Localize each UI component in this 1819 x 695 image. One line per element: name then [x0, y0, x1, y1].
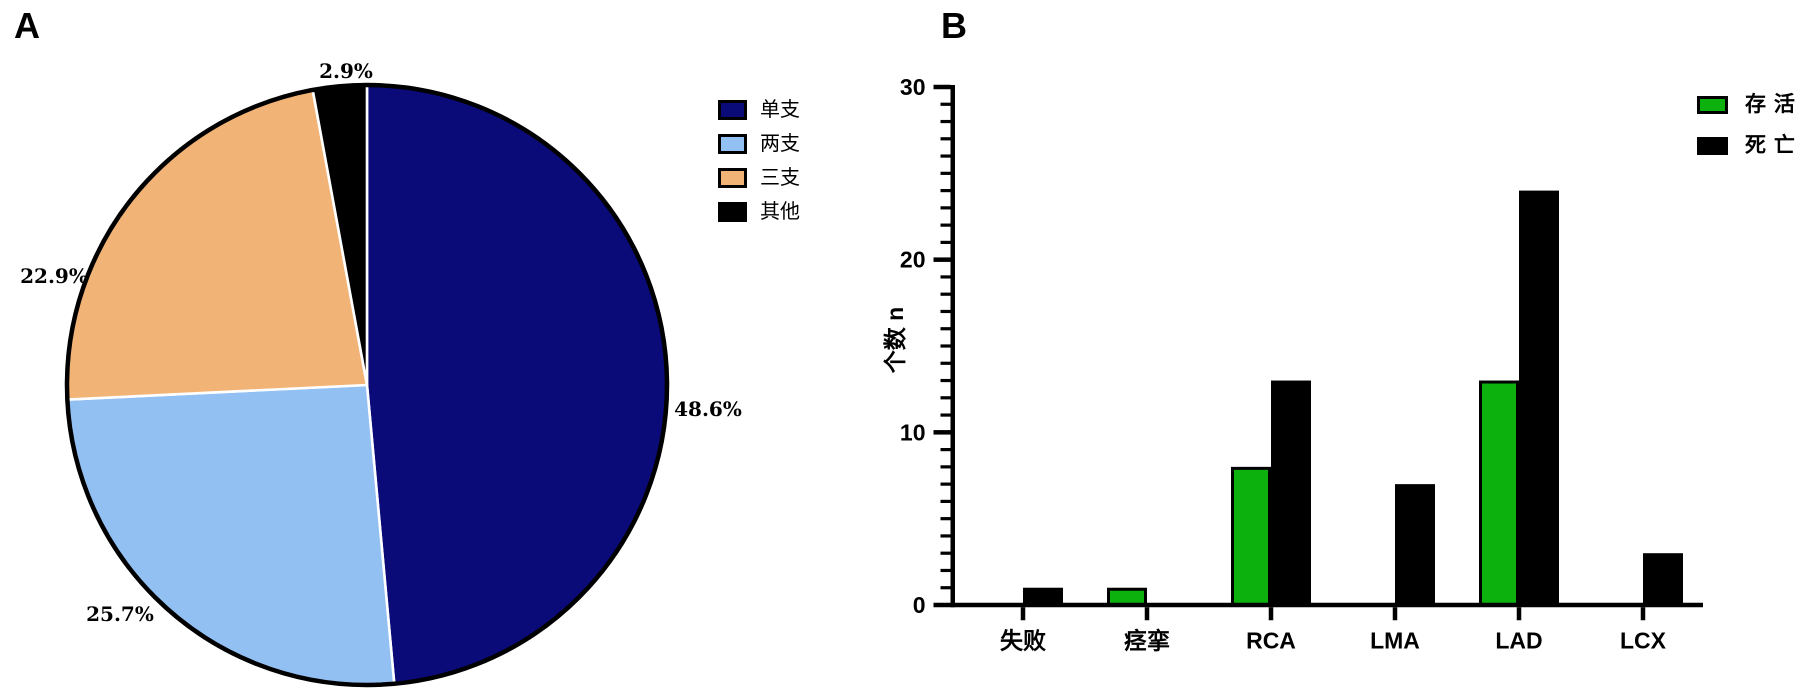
y-minor-tick [940, 448, 951, 452]
pie-legend-swatch-2 [718, 168, 747, 188]
pie-legend-item-1: 两支 [718, 134, 800, 154]
y-minor-tick [940, 482, 951, 486]
y-tick-label-20: 20 [900, 247, 926, 273]
pie-value-label-0: 48.6% [674, 397, 742, 421]
y-minor-tick [940, 344, 951, 348]
y-minor-tick [940, 568, 951, 573]
y-tick-label-30: 30 [900, 74, 926, 100]
pie-legend-label-3: 其他 [760, 201, 800, 223]
pie-legend-swatch-3 [718, 202, 747, 222]
y-axis-line [950, 85, 955, 608]
pie-legend-item-3: 其他 [718, 202, 800, 222]
bar-legend-label-1: 死 亡 [1745, 134, 1796, 157]
bar-legend: 存 活死 亡 [1697, 94, 1796, 156]
x-tick-失败 [1020, 607, 1026, 621]
y-minor-tick [940, 586, 951, 590]
bar-legend-swatch-0 [1697, 95, 1728, 114]
y-minor-tick [940, 137, 951, 141]
bar-LAD-series0 [1479, 380, 1519, 607]
bar-legend-swatch-1 [1697, 136, 1728, 155]
x-tick-LCX [1640, 607, 1646, 621]
bar-LAD-series1 [1519, 190, 1559, 607]
y-minor-tick [940, 534, 951, 538]
pie-legend-label-2: 三支 [760, 167, 800, 189]
y-major-tick-10 [933, 430, 951, 435]
x-tick-label-LAD: LAD [1495, 627, 1542, 653]
bar-chart: 0 10 20 30 失败 痉挛 RCA LMA LAD LCX 个数 n [882, 74, 1703, 653]
x-tick-label-RCA: RCA [1246, 627, 1296, 653]
y-minor-tick [940, 206, 951, 210]
bar-RCA-series1 [1271, 380, 1311, 607]
pie-value-label-2: 22.9% [20, 264, 88, 288]
y-minor-tick [940, 119, 951, 124]
y-minor-tick [940, 292, 951, 296]
y-minor-tick [940, 361, 951, 365]
x-tick-LMA [1392, 607, 1398, 621]
bar-失败-series1 [1023, 587, 1063, 607]
y-minor-tick [940, 327, 951, 331]
x-tick-label-痉挛: 痉挛 [1124, 627, 1170, 653]
y-minor-tick [940, 396, 951, 400]
x-tick-LAD [1516, 607, 1522, 621]
pie-legend-swatch-0 [718, 100, 747, 120]
bar-LMA-series1 [1395, 484, 1435, 607]
pie-legend-label-1: 两支 [760, 133, 800, 155]
pie-slice-1 [66, 383, 396, 687]
x-tick-RCA [1268, 607, 1274, 621]
y-minor-tick [940, 465, 951, 469]
y-minor-tick [940, 223, 951, 227]
panel-a-letter: A [14, 5, 40, 46]
y-minor-tick [940, 378, 951, 383]
pie-legend-swatch-1 [718, 134, 747, 154]
y-minor-tick [940, 102, 951, 106]
panel-b-letter: B [941, 5, 967, 46]
x-tick-label-失败: 失败 [1000, 627, 1046, 653]
pie-slice-0 [365, 83, 669, 686]
y-axis-title: 个数 n [882, 307, 908, 373]
x-tick-痉挛 [1144, 607, 1150, 621]
y-minor-tick [940, 499, 951, 503]
bar-legend-label-0: 存 活 [1745, 93, 1796, 116]
pie-outline [64, 82, 670, 688]
x-axis-line [950, 602, 1703, 608]
y-minor-tick [940, 171, 951, 175]
y-minor-tick [940, 240, 951, 244]
pie-legend-item-0: 单支 [718, 100, 800, 120]
pie-value-label-3: 2.9% [319, 59, 373, 83]
y-major-tick-30 [933, 84, 951, 90]
pie-legend: 单支 两支 三支 其他 [718, 100, 800, 222]
bar-LCX-series1 [1643, 553, 1683, 607]
y-minor-tick [940, 189, 951, 193]
pie-chart [64, 82, 670, 688]
y-minor-tick [940, 551, 951, 555]
y-minor-tick [940, 309, 951, 314]
pie-value-label-1: 25.7% [86, 602, 154, 626]
y-minor-tick [940, 275, 951, 279]
bar-痉挛-series0 [1107, 587, 1147, 607]
pie-legend-label-0: 单支 [760, 99, 800, 121]
y-major-tick-0 [933, 602, 951, 608]
x-tick-label-LCX: LCX [1620, 627, 1667, 653]
y-minor-tick [940, 517, 951, 521]
y-minor-tick [940, 154, 951, 158]
y-tick-label-10: 10 [900, 419, 926, 445]
bar-legend-item-1: 死 亡 [1697, 135, 1796, 156]
y-minor-tick [940, 413, 951, 417]
x-tick-label-LMA: LMA [1370, 627, 1420, 653]
pie-legend-item-2: 三支 [718, 168, 800, 188]
bar-legend-item-0: 存 活 [1697, 94, 1796, 115]
y-major-tick-20 [933, 257, 951, 262]
y-tick-label-0: 0 [913, 592, 926, 618]
bar-RCA-series0 [1231, 466, 1271, 607]
